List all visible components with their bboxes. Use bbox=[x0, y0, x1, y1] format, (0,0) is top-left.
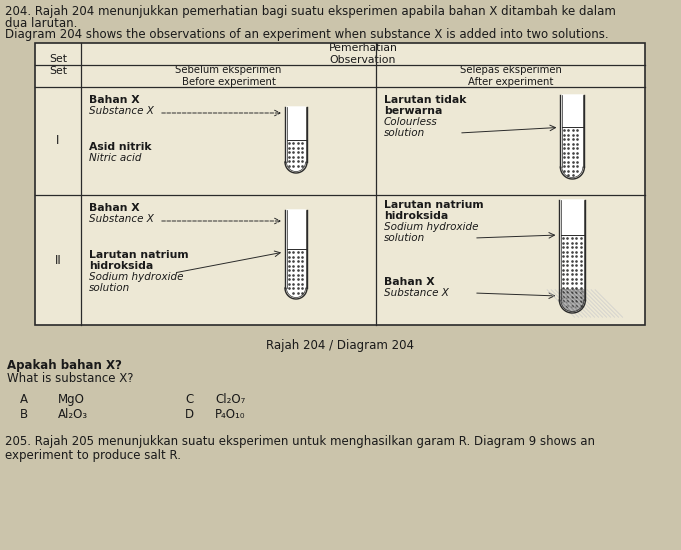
Text: Substance X: Substance X bbox=[384, 288, 449, 298]
Text: solution: solution bbox=[89, 283, 130, 293]
Text: Rajah 204 / Diagram 204: Rajah 204 / Diagram 204 bbox=[266, 339, 414, 352]
Text: Sebelum eksperimen
Before experiment: Sebelum eksperimen Before experiment bbox=[175, 65, 282, 87]
Text: Sodium hydroxide: Sodium hydroxide bbox=[89, 272, 183, 282]
Text: berwarna: berwarna bbox=[384, 106, 443, 116]
Text: Apakah bahan X?: Apakah bahan X? bbox=[7, 359, 122, 372]
Polygon shape bbox=[287, 210, 306, 298]
Text: Pemerhatian
Observation: Pemerhatian Observation bbox=[328, 43, 398, 65]
Text: 205. Rajah 205 menunjukkan suatu eksperimen untuk menghasilkan garam R. Diagram : 205. Rajah 205 menunjukkan suatu eksperi… bbox=[5, 435, 595, 448]
Text: B: B bbox=[20, 408, 28, 421]
Text: Cl₂O₇: Cl₂O₇ bbox=[215, 393, 245, 406]
Text: Asid nitrik: Asid nitrik bbox=[89, 142, 151, 152]
Polygon shape bbox=[561, 290, 584, 311]
Text: Substance X: Substance X bbox=[89, 106, 154, 116]
Text: C: C bbox=[185, 393, 193, 406]
Text: hidroksida: hidroksida bbox=[384, 211, 448, 221]
Text: solution: solution bbox=[384, 233, 425, 243]
Bar bbox=[35, 43, 645, 325]
Text: experiment to produce salt R.: experiment to produce salt R. bbox=[5, 449, 181, 462]
Text: I: I bbox=[57, 135, 60, 147]
Text: solution: solution bbox=[384, 128, 425, 138]
Text: Bahan X: Bahan X bbox=[89, 95, 140, 105]
Text: Selepas eksperimen
After experiment: Selepas eksperimen After experiment bbox=[460, 65, 561, 87]
Text: hidroksida: hidroksida bbox=[89, 261, 153, 271]
Polygon shape bbox=[561, 200, 584, 311]
Text: Substance X: Substance X bbox=[89, 214, 154, 224]
Text: MgO: MgO bbox=[58, 393, 85, 406]
Polygon shape bbox=[287, 107, 306, 172]
Text: Al₂O₃: Al₂O₃ bbox=[58, 408, 88, 421]
Polygon shape bbox=[562, 95, 583, 178]
Text: P₄O₁₀: P₄O₁₀ bbox=[215, 408, 245, 421]
Text: Bahan X: Bahan X bbox=[89, 203, 140, 213]
Text: Set
Set: Set Set bbox=[49, 54, 67, 76]
Text: Diagram 204 shows the observations of an experiment when substance X is added in: Diagram 204 shows the observations of an… bbox=[5, 28, 609, 41]
Text: Larutan natrium: Larutan natrium bbox=[384, 200, 484, 210]
Text: Sodium hydroxide: Sodium hydroxide bbox=[384, 222, 479, 232]
Text: Larutan natrium: Larutan natrium bbox=[89, 250, 189, 260]
Text: Larutan tidak: Larutan tidak bbox=[384, 95, 466, 105]
Text: A: A bbox=[20, 393, 28, 406]
Text: Colourless: Colourless bbox=[384, 117, 438, 127]
Text: Bahan X: Bahan X bbox=[384, 277, 434, 287]
Text: II: II bbox=[54, 254, 61, 267]
Text: dua larutan.: dua larutan. bbox=[5, 17, 78, 30]
Text: D: D bbox=[185, 408, 194, 421]
Text: 204. Rajah 204 menunjukkan pemerhatian bagi suatu eksperimen apabila bahan X dit: 204. Rajah 204 menunjukkan pemerhatian b… bbox=[5, 5, 616, 18]
Bar bbox=[35, 43, 645, 325]
Text: What is substance X?: What is substance X? bbox=[7, 372, 133, 385]
Text: Nitric acid: Nitric acid bbox=[89, 153, 142, 163]
